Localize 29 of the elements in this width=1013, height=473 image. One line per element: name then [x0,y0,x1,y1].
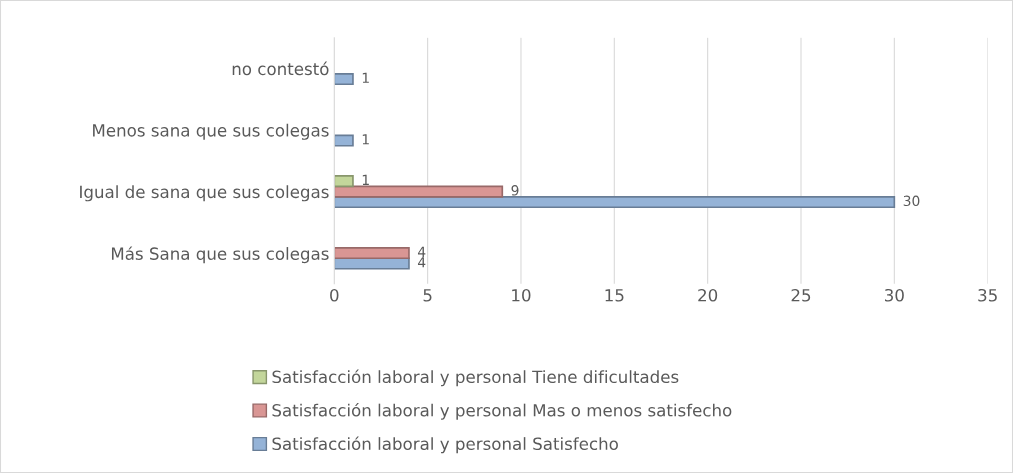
data-label: 1 [362,134,369,145]
data-label: 30 [903,195,920,207]
data-label: 9 [511,185,519,196]
data-label: 4 [417,246,426,257]
y-tick-label: Más Sana que sus colegas [111,246,329,264]
bar [334,185,504,198]
data-label: 4 [417,257,426,268]
x-tick-label: 35 [978,288,997,302]
bar [334,246,410,260]
x-tick-label: 0 [330,288,339,302]
y-tick-label: Menos sana que sus colegas [93,123,329,140]
x-tick-label: 20 [698,288,718,302]
x-tick-label: 5 [423,289,432,302]
bar [334,195,896,209]
y-tick-label: Igual de sana que sus colegas [80,185,329,202]
bar [334,72,354,86]
x-tick-label: 15 [605,289,624,302]
x-tick-label: 25 [791,288,811,302]
bar [334,175,354,188]
bar [334,134,354,147]
legend-label: Satisfacción laboral y personal Tiene dificultades [272,369,679,387]
data-label: 1 [362,174,369,185]
x-tick-label: 30 [885,288,904,302]
bar [334,257,410,270]
data-label: 1 [362,72,369,83]
legend-label: Satisfacción laboral y personal Mas o menos satisfecho [272,403,732,420]
y-tick-label: no contestó [232,61,329,76]
x-tick-label: 10 [512,288,531,302]
legend-label: Satisfacción laboral y personal Satisfecho [272,436,618,454]
